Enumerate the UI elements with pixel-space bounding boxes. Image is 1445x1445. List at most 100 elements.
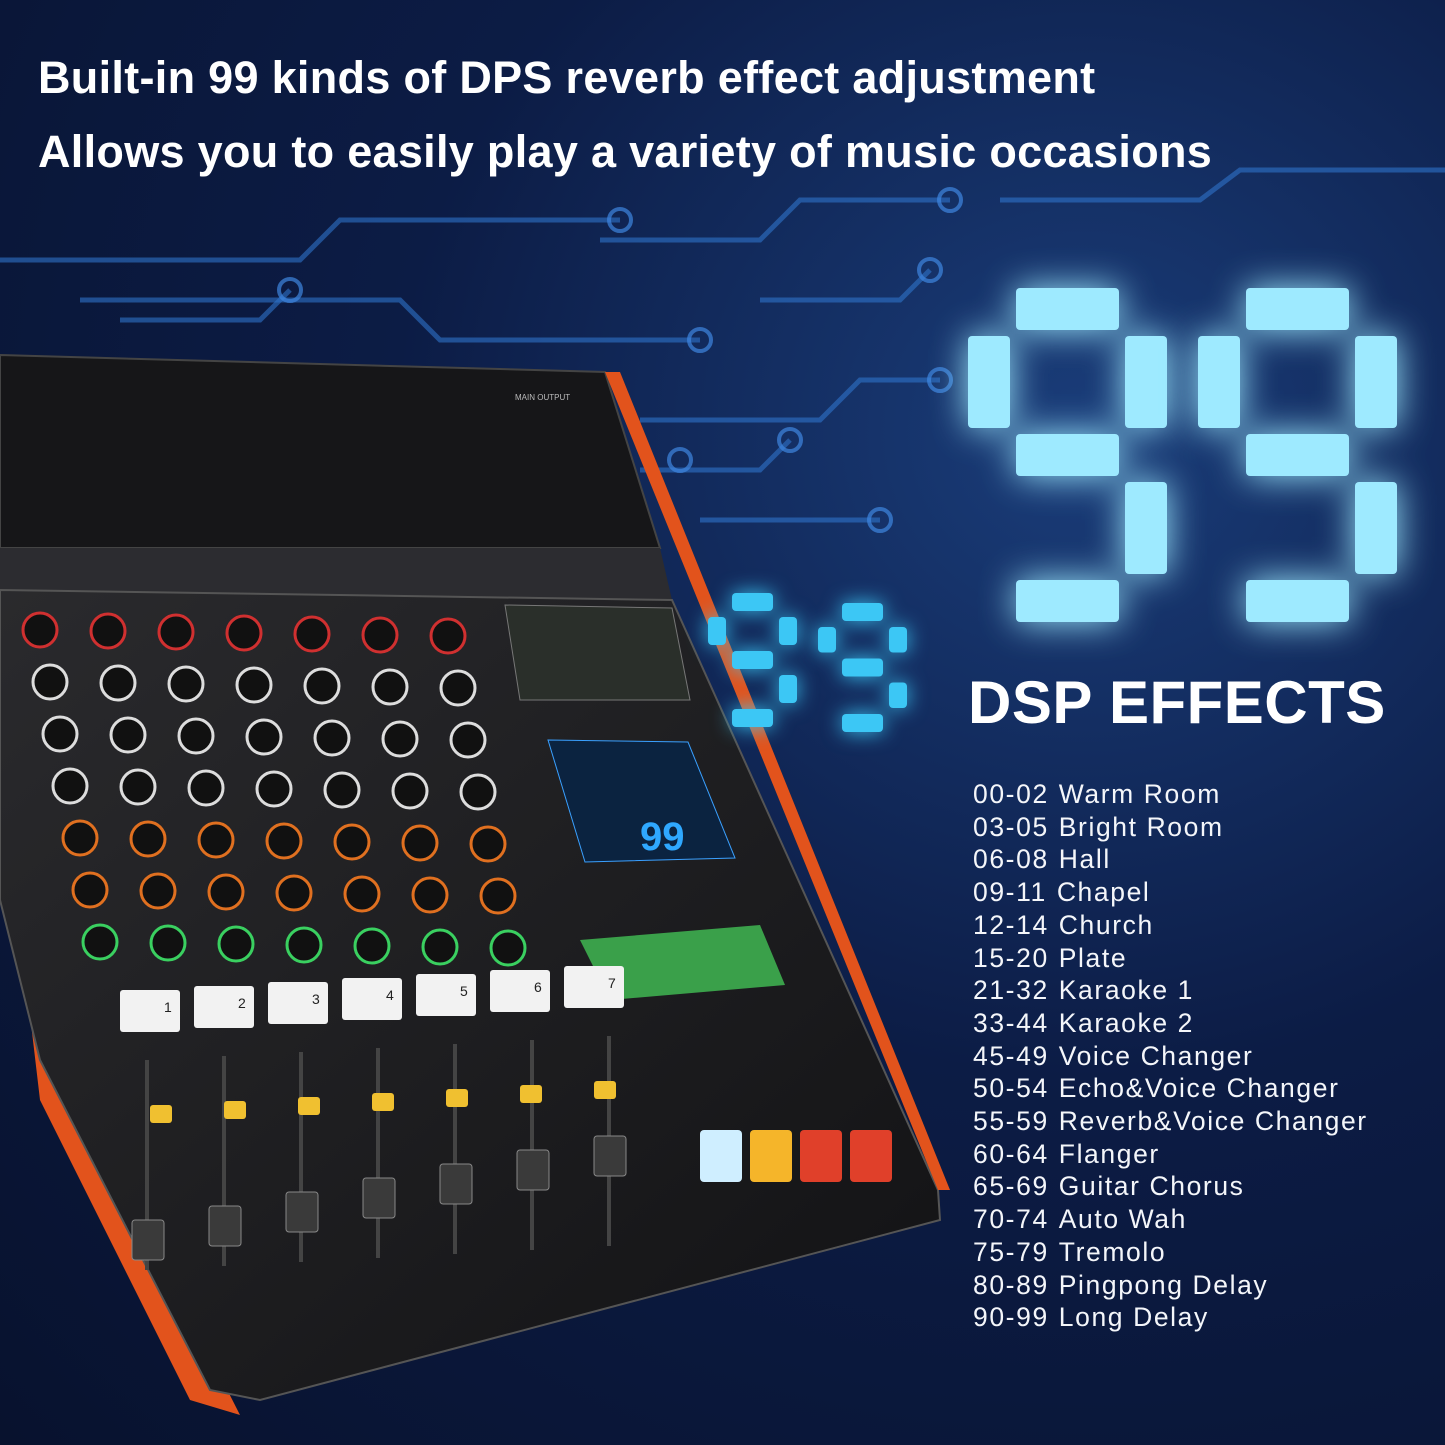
circuit-node — [937, 187, 963, 213]
master-fader-cap — [800, 1130, 842, 1182]
lcd-screen — [547, 739, 736, 863]
on-off-button — [416, 974, 476, 1016]
dsp-effects-title: DSP EFFECTS — [968, 669, 1386, 736]
effect-range: 90-99 — [973, 1302, 1049, 1333]
circuit-trace — [760, 268, 932, 303]
master-fader-cap — [750, 1130, 792, 1182]
seven-segment-digit — [818, 603, 907, 732]
effect-name: Pingpong Delay — [1058, 1269, 1269, 1300]
lcd-number: 99 — [640, 815, 685, 859]
on-off-button — [268, 982, 328, 1024]
mixer-knob — [381, 720, 419, 758]
segment — [1246, 288, 1349, 330]
segment — [968, 336, 1010, 428]
mixer-knob — [235, 666, 273, 704]
segment — [1125, 482, 1167, 574]
master-fader-cap — [850, 1130, 892, 1182]
channel-number: 5 — [460, 983, 468, 999]
fader-track — [376, 1048, 380, 1258]
segment — [1246, 434, 1349, 476]
mixer-knob — [285, 926, 323, 964]
mixer-knob — [343, 875, 381, 913]
circuit-node — [917, 257, 943, 283]
segment — [732, 651, 773, 669]
mixer-right-orange-edge — [605, 372, 950, 1190]
mixer-knob — [167, 665, 205, 703]
effect-item: 33-44 Karaoke 2 — [973, 1007, 1378, 1040]
channel-number: 6 — [534, 979, 542, 995]
effect-item: 45-49 Voice Changer — [973, 1040, 1378, 1073]
mixer-knob — [217, 925, 255, 963]
seven-segment-digit — [1198, 288, 1397, 622]
mixer-knob — [187, 769, 225, 807]
mixer-knob — [323, 771, 361, 809]
circuit-node — [777, 427, 803, 453]
mixer-knob — [41, 715, 79, 753]
mixer-knob — [371, 668, 409, 706]
mixer-knob — [401, 824, 439, 862]
effect-range: 80-89 — [973, 1269, 1049, 1300]
mixer-knob — [21, 611, 59, 649]
headline-line-1: Built-in 99 kinds of DPS reverb effect a… — [38, 52, 1096, 103]
mixer-knob — [61, 819, 99, 857]
eq-panel — [504, 604, 691, 701]
mixer-knob — [313, 719, 351, 757]
mixer-knob — [71, 871, 109, 909]
channel-number: 3 — [312, 991, 320, 1007]
on-off-button — [490, 970, 550, 1012]
effect-name: Flanger — [1058, 1138, 1160, 1169]
circuit-node — [927, 367, 953, 393]
fader-track — [222, 1056, 226, 1266]
segment — [732, 593, 773, 611]
effect-name: Reverb&Voice Changer — [1058, 1106, 1368, 1137]
mixer-knob — [421, 928, 459, 966]
fader-cap — [285, 1191, 319, 1233]
mixer-knob — [479, 877, 517, 915]
effect-range: 50-54 — [973, 1073, 1049, 1104]
effect-name: Warm Room — [1058, 779, 1221, 809]
effect-name: Chapel — [1056, 877, 1151, 908]
mixer-knob — [245, 718, 283, 756]
mixer-knob — [391, 772, 429, 810]
segment — [842, 714, 883, 732]
mixer-knob — [439, 669, 477, 707]
mixer-knob — [255, 770, 293, 808]
mixer-knob — [89, 612, 127, 650]
on-off-button — [120, 990, 180, 1032]
effect-range: 15-20 — [973, 942, 1049, 973]
effect-range: 06-08 — [973, 844, 1049, 875]
g12-button — [224, 1101, 246, 1119]
effect-name: Tremolo — [1058, 1236, 1167, 1267]
circuit-trace — [0, 217, 620, 263]
effect-item: 03-05 Bright Room — [973, 811, 1378, 844]
mixer-knob — [225, 614, 263, 652]
effect-name: Hall — [1058, 844, 1111, 875]
effect-item: 90-99 Long Delay — [973, 1301, 1378, 1334]
effect-name: Echo&Voice Changer — [1058, 1073, 1340, 1104]
mixer-knob — [109, 716, 147, 754]
fader-cap — [208, 1205, 242, 1247]
effects-chart-panel — [580, 925, 785, 1000]
g12-button — [372, 1093, 394, 1111]
seven-segment-digit — [968, 288, 1167, 622]
effect-name: Church — [1058, 909, 1154, 940]
g12-button — [520, 1085, 542, 1103]
segment — [889, 627, 907, 653]
master-fader-cap — [700, 1130, 742, 1182]
segment — [1016, 580, 1119, 622]
effect-range: 65-69 — [973, 1171, 1049, 1202]
segment — [1355, 482, 1397, 574]
g12-button — [150, 1105, 172, 1123]
segment — [732, 709, 773, 727]
effect-range: 33-44 — [973, 1007, 1049, 1038]
channel-number: 1 — [164, 999, 172, 1015]
effect-range: 03-05 — [973, 811, 1049, 842]
mixer-knob — [469, 825, 507, 863]
mixer-knob — [411, 876, 449, 914]
circuit-trace — [80, 297, 700, 343]
fader-track — [453, 1044, 457, 1254]
on-off-button — [342, 978, 402, 1020]
